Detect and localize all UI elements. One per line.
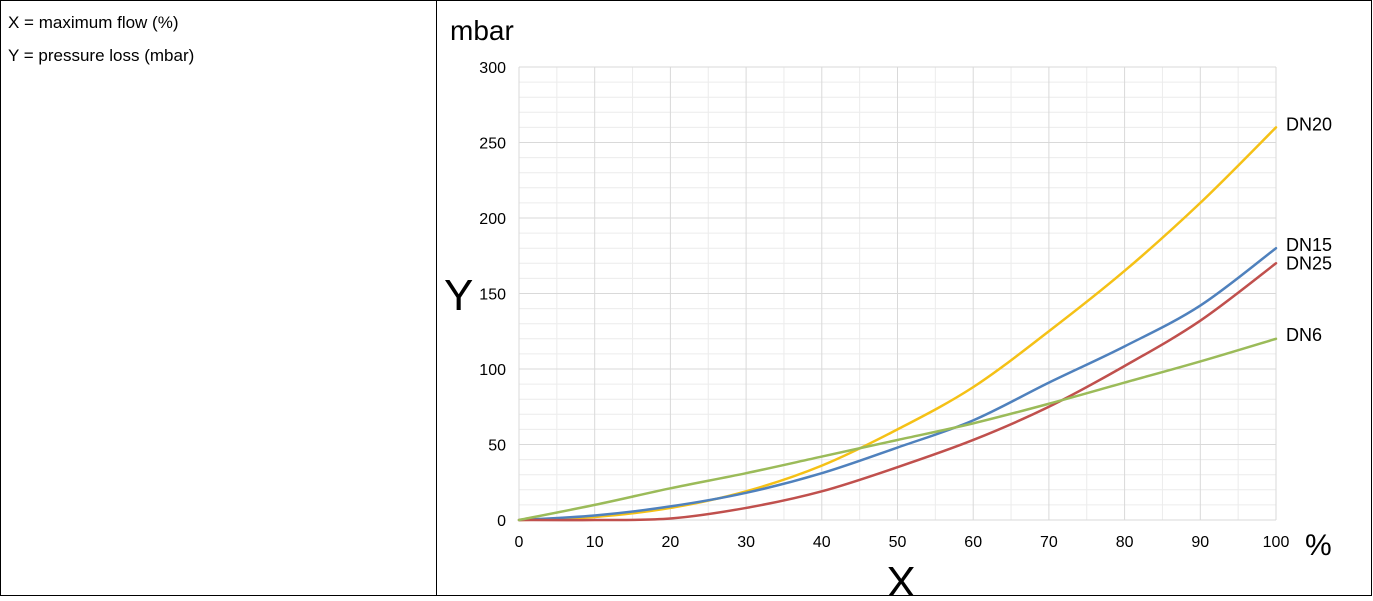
x-tick-label: 20 <box>662 534 680 551</box>
major-gridlines <box>518 66 1277 521</box>
y-axis-note: Y = pressure loss (mbar) <box>8 46 195 65</box>
x-tick-label: 30 <box>737 534 755 551</box>
series-line-dn6 <box>517 337 1278 522</box>
x-tick-label: 80 <box>1116 534 1134 551</box>
tick-labels: 0 50 100 150 200 250 300 0 10 20 30 40 50 60 70 80 90 100 <box>479 60 1289 551</box>
y-tick-label: 100 <box>479 362 506 379</box>
x-tick-label: 70 <box>1040 534 1058 551</box>
x-tick-label: 40 <box>813 534 831 551</box>
x-tick-label: 100 <box>1263 534 1290 551</box>
series-label-dn15: DN15 <box>1286 235 1332 255</box>
y-tick-label: 250 <box>479 136 506 153</box>
series-lines <box>517 126 1278 522</box>
series-line-dn25 <box>517 262 1278 522</box>
y-unit-label: mbar <box>450 15 514 46</box>
chart-area: 0 50 100 150 200 250 300 0 10 20 30 40 50 60 70 80 90 100… <box>437 0 1372 601</box>
x-tick-label: 50 <box>889 534 907 551</box>
y-tick-label: 50 <box>488 438 506 455</box>
series-line-dn15 <box>517 246 1278 522</box>
pressure-loss-chart: 0 50 100 150 200 250 300 0 10 20 30 40 50 60 70 80 90 100… <box>444 15 1332 601</box>
x-axis-label: X <box>886 558 915 596</box>
y-axis-label: Y <box>444 271 473 320</box>
series-line-dn20 <box>517 126 1278 522</box>
series-label-dn6: DN6 <box>1286 325 1322 345</box>
series-label-dn20: DN20 <box>1286 114 1332 134</box>
x-unit-label: % <box>1305 529 1332 562</box>
x-tick-label: 0 <box>515 534 524 551</box>
x-tick-label: 90 <box>1191 534 1209 551</box>
x-axis-note: X = maximum flow (%) <box>8 13 179 32</box>
y-tick-label: 150 <box>479 287 506 304</box>
legend-notes-panel: X = maximum flow (%) Y = pressure loss (… <box>0 0 437 596</box>
x-tick-label: 10 <box>586 534 604 551</box>
series-label-dn25: DN25 <box>1286 253 1332 273</box>
y-tick-label: 0 <box>497 513 506 530</box>
y-tick-label: 300 <box>479 60 506 77</box>
x-tick-label: 60 <box>964 534 982 551</box>
y-tick-label: 200 <box>479 211 506 228</box>
